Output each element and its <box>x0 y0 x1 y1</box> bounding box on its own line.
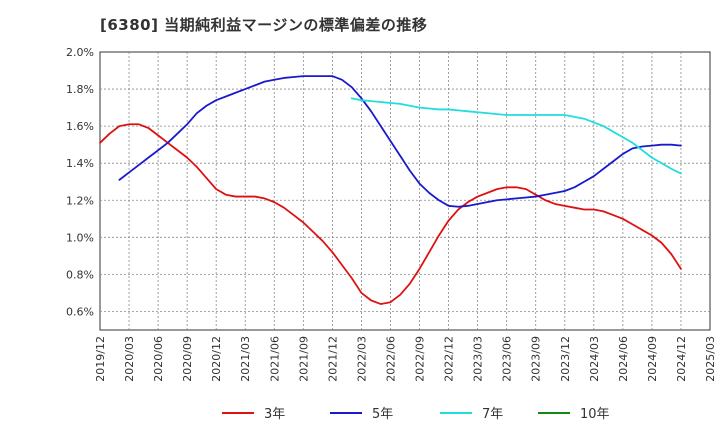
x-tick-label: 2023/12 <box>559 336 572 382</box>
x-tick-label: 2023/03 <box>472 336 485 382</box>
y-tick-label: 1.6% <box>66 120 94 133</box>
x-tick-label: 2021/09 <box>297 336 310 382</box>
y-tick-label: 1.0% <box>66 231 94 244</box>
x-tick-label: 2022/09 <box>414 336 427 382</box>
x-tick-labels: 2019/12 2020/03 2020/06 2020/09 2020/12 2021/… <box>94 336 717 382</box>
y-tick-labels: 0.6% 0.8% 1.0% 1.2% 1.4% 1.6% 1.8% 2.0% <box>66 46 94 318</box>
legend-label: 5年 <box>372 407 393 422</box>
x-tick-label: 2022/12 <box>443 336 456 382</box>
x-tick-label: 2021/12 <box>326 336 339 382</box>
series-line-3 <box>350 97 682 175</box>
plot-area <box>99 51 711 331</box>
legend-label: 7年 <box>482 407 503 422</box>
x-tick-label: 2020/06 <box>152 336 165 382</box>
series-line-1 <box>99 123 682 305</box>
y-tick-label: 1.4% <box>66 157 94 170</box>
x-tick-label: 2024/06 <box>617 336 630 382</box>
legend-label: 3年 <box>264 407 285 422</box>
x-tick-label: 2019/12 <box>94 336 107 382</box>
x-tick-label: 2020/09 <box>181 336 194 382</box>
y-tick-label: 1.2% <box>66 194 94 207</box>
grid-layer <box>100 52 710 330</box>
y-tick-label: 2.0% <box>66 46 94 59</box>
x-tick-label: 2024/03 <box>588 336 601 382</box>
x-tick-label: 2020/03 <box>123 336 136 382</box>
x-tick-label: 2024/12 <box>675 336 688 382</box>
series-line-2 <box>118 75 682 208</box>
x-tick-label: 2022/03 <box>355 336 368 382</box>
y-tick-label: 0.8% <box>66 268 94 281</box>
x-tick-label: 2021/06 <box>268 336 281 382</box>
x-tick-label: 2025/03 <box>704 336 717 382</box>
x-tick-label: 2023/09 <box>530 336 543 382</box>
x-tick-label: 2023/06 <box>501 336 514 382</box>
y-tick-label: 1.8% <box>66 83 94 96</box>
chart-title: [6380] 当期純利益マージンの標準偏差の推移 <box>100 16 428 34</box>
legend: 3年 5年 7年 10年 <box>222 407 610 422</box>
x-tick-label: 2022/06 <box>384 336 397 382</box>
x-tick-label: 2024/09 <box>646 336 659 382</box>
x-tick-label: 2021/03 <box>239 336 252 382</box>
y-tick-label: 0.6% <box>66 305 94 318</box>
series-layer <box>99 75 682 305</box>
x-tick-label: 2020/12 <box>210 336 223 382</box>
legend-label: 10年 <box>580 407 610 422</box>
